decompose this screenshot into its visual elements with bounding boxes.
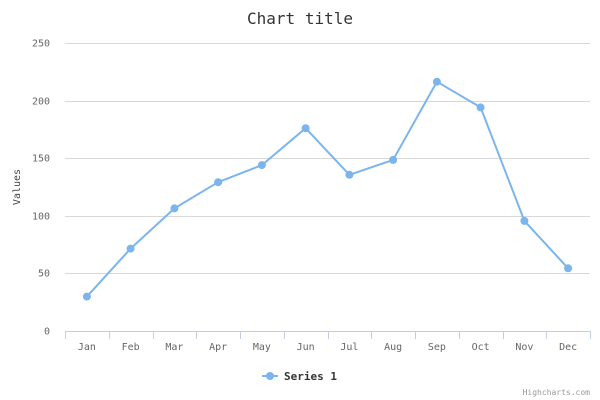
x-tick-label: Aug <box>384 342 402 353</box>
legend-series-label: Series 1 <box>284 370 337 383</box>
y-tick-label: 0 <box>44 327 50 338</box>
x-tick-label: May <box>253 342 271 353</box>
y-tick-label: 200 <box>32 97 50 108</box>
credits-link[interactable]: Highcharts.com <box>523 388 591 397</box>
y-axis-title: Values <box>12 169 23 205</box>
x-tick-label: Apr <box>209 342 227 353</box>
y-tick-label: 150 <box>32 154 50 165</box>
x-axis: Jan Feb Mar Apr May Jun Jul Aug Sep Oct Nov Dec <box>65 331 591 353</box>
legend[interactable]: Series 1 <box>262 370 337 383</box>
x-tick-label: Mar <box>165 342 183 353</box>
legend-series-marker <box>266 372 274 380</box>
x-tick-label: Nov <box>515 342 533 353</box>
x-tick-label: Sep <box>428 342 446 353</box>
data-point <box>389 155 398 164</box>
series-line <box>85 80 570 298</box>
x-tick-label: Dec <box>559 342 577 353</box>
data-point <box>564 264 573 273</box>
y-tick-label: 50 <box>38 269 50 280</box>
y-axis-ticks: 0 50 100 150 200 250 <box>32 39 50 338</box>
y-tick-label: 100 <box>32 212 50 223</box>
data-point <box>257 161 266 170</box>
data-point <box>82 292 91 301</box>
x-tick-label: Jun <box>297 342 315 353</box>
data-point <box>301 124 310 133</box>
chart-title: Chart title <box>247 9 353 28</box>
x-tick-label: Jul <box>340 342 358 353</box>
data-point <box>170 204 179 213</box>
y-tick-label: 250 <box>32 39 50 50</box>
series-layer <box>82 77 573 301</box>
x-tick-label: Jan <box>78 342 96 353</box>
data-point <box>520 216 529 225</box>
data-point <box>432 77 441 86</box>
x-tick-label: Feb <box>122 342 140 353</box>
data-point <box>126 244 135 253</box>
data-point <box>345 170 354 179</box>
x-tick-label: Oct <box>472 342 490 353</box>
data-point <box>214 178 223 187</box>
data-point <box>476 103 485 112</box>
